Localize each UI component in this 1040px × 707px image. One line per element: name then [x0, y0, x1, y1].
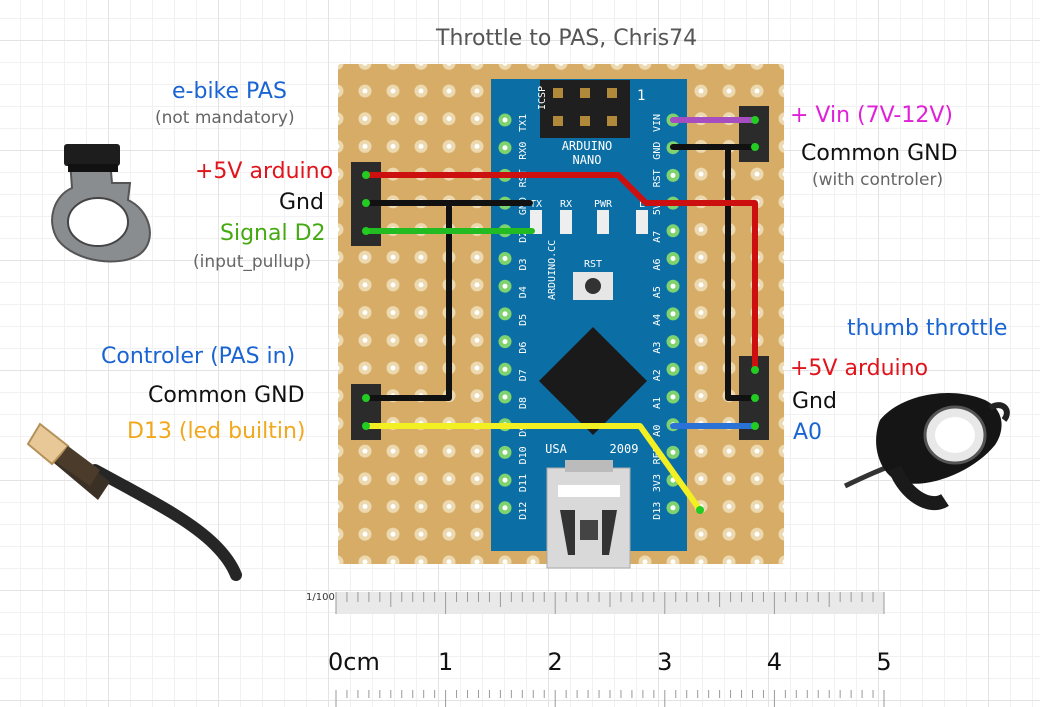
year-label: 2009	[610, 442, 639, 456]
icsp-label: ICSP	[537, 86, 548, 110]
led-tx-label: TX	[530, 199, 542, 210]
led-pwr-label: PWR	[594, 199, 613, 210]
label-vin: + Vin (7V-12V)	[790, 103, 953, 128]
nano-pin-label-left: D11	[518, 474, 529, 492]
nano-pin-label-left: D2	[518, 231, 529, 243]
nano-name2: NANO	[573, 153, 602, 167]
label-left-common-gnd: Common GND	[148, 383, 305, 408]
nano-pin-label-right: A6	[652, 258, 663, 270]
nano-pin-label-right: 3V3	[652, 474, 663, 492]
nano-pin-label-right: A2	[652, 369, 663, 381]
diagram-title: Throttle to PAS, Chris74	[436, 26, 698, 51]
nano-pin-label-right: A7	[652, 231, 663, 243]
led-l-label: L	[639, 199, 645, 210]
arduino-cc-label: ARDUINO.CC	[547, 240, 558, 300]
nano-pin-label-left: RX0	[518, 142, 529, 160]
nano-pin-label-right: A3	[652, 342, 663, 354]
nano-pin-label-left: D3	[518, 258, 529, 270]
nano-pin-label-left: D4	[518, 286, 529, 298]
nano-pin-label-left: TX1	[518, 114, 529, 132]
nano-pin-label-right: RST	[652, 169, 663, 187]
nano-pin-label-left: GND	[518, 197, 529, 215]
wire-black-gnd-controler	[363, 200, 452, 401]
label-pas-title: e-bike PAS	[172, 79, 287, 104]
label-right-gnd: Gnd	[792, 389, 837, 414]
label-right-5v: +5V arduino	[790, 356, 929, 381]
nano-name1: ARDUINO	[562, 139, 613, 153]
nano-pin-label-left: D12	[518, 502, 529, 520]
nano-pin-label-right: GND	[652, 142, 663, 160]
nano-pin-label-right: VIN	[652, 114, 663, 132]
nano-pin-label-right: A0	[652, 425, 663, 437]
nano-pin-label-left: D5	[518, 314, 529, 326]
nano-pin-label-left: D10	[518, 446, 529, 464]
label-right-common-gnd: Common GND	[801, 141, 958, 166]
wire-red-5v	[363, 172, 758, 373]
nano-pin-label-left: D9	[518, 425, 529, 437]
label-input-pullup: (input_pullup)	[193, 252, 312, 272]
usa-label: USA	[545, 442, 567, 456]
nano-pin-label-left: D8	[518, 397, 529, 409]
nano-pin-label-right: A1	[652, 397, 663, 409]
label-pas-sub: (not mandatory)	[155, 108, 295, 128]
usb-connector	[546, 460, 631, 569]
nano-pin-label-left: D7	[518, 369, 529, 381]
label-thumb-throttle: thumb throttle	[847, 316, 1008, 341]
label-signal-d2: Signal D2	[220, 221, 326, 246]
label-controler: Controler (PAS in)	[101, 344, 296, 369]
nano-pin-label-right: A5	[652, 286, 663, 298]
wire-yellow-d13	[363, 423, 703, 513]
label-left-gnd: Gnd	[279, 190, 324, 215]
controler-header	[351, 384, 381, 440]
nano-pin-label-right: D13	[652, 502, 663, 520]
nano-pin-label-left: RST	[518, 169, 529, 187]
nano-pin-label-right: A4	[652, 314, 663, 326]
led-rx-label: RX	[560, 199, 572, 210]
label-with-controler: (with controler)	[812, 170, 944, 190]
microcontroller-chip	[539, 327, 647, 435]
label-left-5v: +5V arduino	[195, 159, 334, 184]
label-a0: A0	[793, 420, 823, 445]
icsp-pin1-label: 1	[637, 88, 645, 104]
vin-header	[739, 106, 769, 162]
wire-black-gnd-throttle	[725, 144, 758, 401]
nano-pin-label-right: 5V	[652, 203, 663, 215]
label-d13: D13 (led builtin)	[127, 419, 306, 444]
nano-pin-label-left: D6	[518, 342, 529, 354]
rst-label: RST	[584, 259, 602, 270]
